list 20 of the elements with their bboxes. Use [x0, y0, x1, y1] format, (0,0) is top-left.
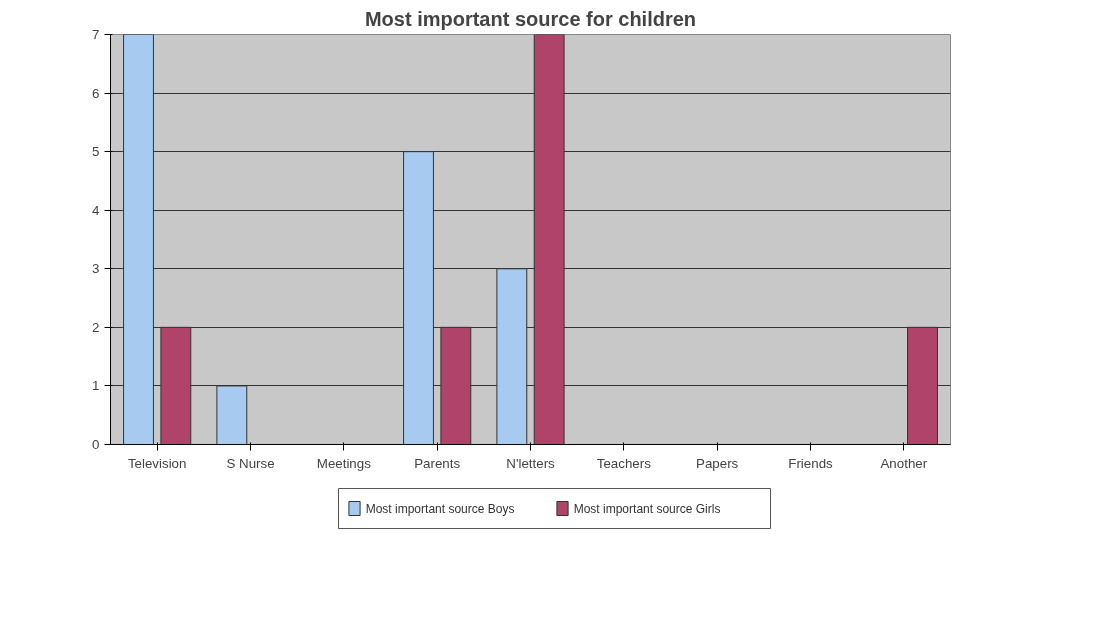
x-tick-label: Television: [127, 455, 187, 471]
y-tick-label: 4: [92, 202, 101, 218]
y-tick-label: 2: [92, 319, 100, 335]
y-tick-label: 3: [92, 261, 100, 277]
x-tick-label: S Nurse: [226, 455, 275, 471]
chart-title: Most important source for children: [364, 7, 697, 30]
y-tick-label: 6: [92, 85, 100, 101]
y-tick-label: 1: [92, 378, 100, 394]
y-tick-label: 7: [92, 27, 100, 42]
x-tick-label: Papers: [696, 455, 739, 471]
legend-label: Most important source Girls: [573, 501, 721, 516]
x-tick-label: Parents: [414, 455, 461, 471]
x-tick-label: N'letters: [506, 455, 556, 471]
y-tick-label: 5: [92, 144, 100, 160]
x-tick-label: Meetings: [316, 455, 372, 471]
legend-label: Most important source Boys: [365, 501, 515, 516]
x-tick-label: Friends: [788, 455, 834, 471]
y-tick-label: 0: [92, 437, 100, 452]
x-tick-label: Another: [880, 455, 928, 471]
x-tick-label: Teachers: [596, 455, 652, 471]
